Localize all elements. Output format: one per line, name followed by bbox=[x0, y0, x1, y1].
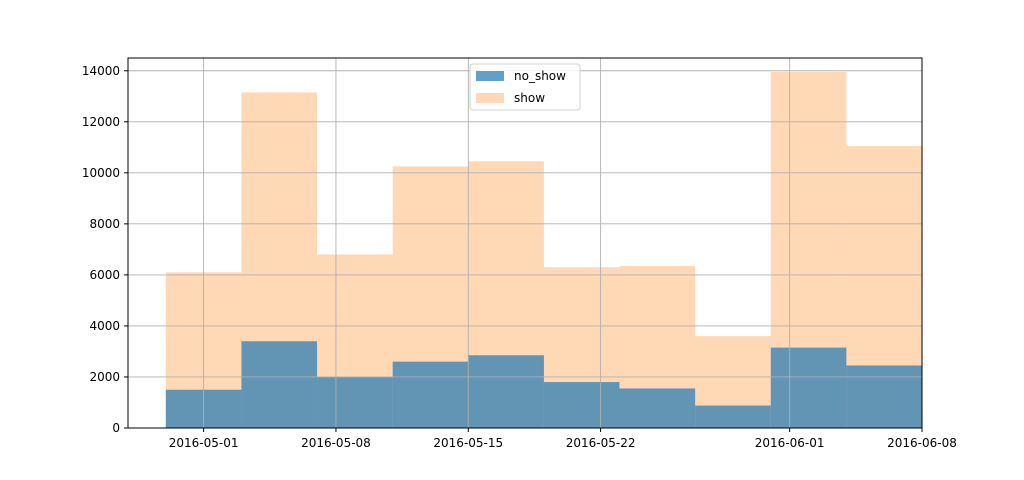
legend-label-show: show bbox=[514, 91, 545, 105]
bar-no-show-8 bbox=[770, 347, 847, 428]
y-tick-label-0: 0 bbox=[112, 421, 120, 435]
y-tick-label-5: 10000 bbox=[82, 166, 120, 180]
bar-no-show-4 bbox=[468, 355, 544, 428]
legend-swatch-show bbox=[476, 93, 504, 103]
bar-no-show-3 bbox=[392, 361, 469, 428]
x-tick-label-1: 2016-05-08 bbox=[301, 436, 371, 450]
bar-no-show-2 bbox=[317, 376, 393, 428]
x-tick-label-3: 2016-05-22 bbox=[566, 436, 636, 450]
y-tick-label-1: 2000 bbox=[89, 370, 120, 384]
legend-label-no-show: no_show bbox=[514, 69, 566, 83]
x-tick-label-0: 2016-05-01 bbox=[169, 436, 239, 450]
y-tick-label-6: 12000 bbox=[82, 115, 120, 129]
bar-no-show-7 bbox=[695, 405, 771, 428]
axes-frame bbox=[127, 57, 923, 429]
bar-no-show-5 bbox=[543, 382, 620, 428]
x-tick-label-5: 2016-06-08 bbox=[887, 436, 957, 450]
x-tick-label-2: 2016-05-15 bbox=[433, 436, 503, 450]
y-tick-label-2: 4000 bbox=[89, 319, 120, 333]
legend-swatch-no-show bbox=[476, 71, 504, 81]
bar-no-show-6 bbox=[619, 388, 696, 428]
y-tick-label-3: 6000 bbox=[89, 268, 120, 282]
bar-no-show-9 bbox=[846, 365, 922, 428]
y-tick-label-4: 8000 bbox=[89, 217, 120, 231]
x-tick-label-4: 2016-06-01 bbox=[755, 436, 825, 450]
axes: 2016-05-01 2016-05-08 2016-05-15 2016-05-22… bbox=[82, 57, 957, 450]
bar-no-show-1 bbox=[241, 341, 318, 428]
bars bbox=[165, 72, 922, 428]
y-tick-label-7: 14000 bbox=[82, 64, 120, 78]
